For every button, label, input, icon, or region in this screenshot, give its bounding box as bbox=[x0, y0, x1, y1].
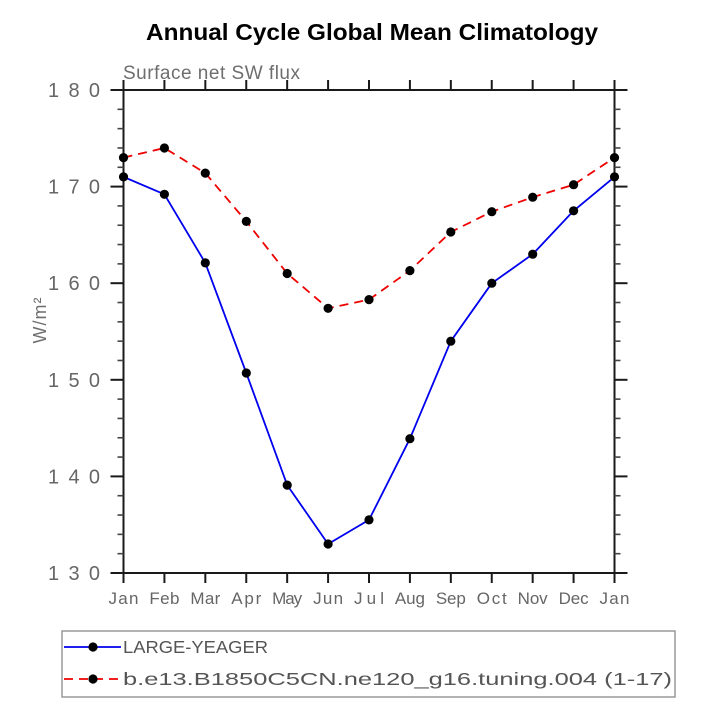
series-1-marker bbox=[609, 153, 620, 163]
legend-entry-large-yeager: LARGE-YEAGER bbox=[64, 637, 268, 657]
y-tick-label: 130 bbox=[48, 563, 100, 585]
series-0-marker bbox=[487, 278, 497, 288]
series-1-marker bbox=[118, 153, 129, 163]
x-tick-label: Aug bbox=[395, 589, 425, 608]
x-tick-label: Feb bbox=[149, 589, 179, 608]
series-1-marker bbox=[487, 207, 497, 217]
chart-title: Annual Cycle Global Mean Climatology bbox=[146, 19, 598, 45]
legend-marker-dot-icon bbox=[88, 674, 98, 684]
series-1-marker bbox=[569, 180, 579, 190]
series-0-marker bbox=[405, 434, 415, 444]
series-0-line bbox=[123, 176, 616, 545]
legend-entry-tuning-run: b.e13.B1850C5CN.ne120_g16.tuning.004 (1-… bbox=[64, 669, 672, 690]
x-tick-label: Oct bbox=[477, 589, 507, 608]
series-1-marker bbox=[364, 295, 374, 305]
series-1-marker bbox=[528, 192, 538, 202]
series-1-marker bbox=[405, 266, 415, 276]
series-0-marker bbox=[118, 172, 129, 182]
series-0-marker bbox=[241, 368, 251, 378]
legend-box bbox=[61, 630, 676, 698]
x-tick-label: Jul bbox=[354, 589, 384, 608]
legend-label-series-2: b.e13.B1850C5CN.ne120_g16.tuning.004 (1-… bbox=[123, 669, 672, 690]
series-0-marker bbox=[323, 539, 333, 549]
y-tick-label: 140 bbox=[48, 466, 100, 488]
x-tick-label: Sep bbox=[436, 589, 466, 608]
series-0-marker bbox=[609, 172, 620, 182]
axis-tick-labels: Jan Feb Mar Apr May Jun Jul Aug Sep Oct Nov Dec Jan 1… bbox=[48, 80, 630, 608]
series-1-marker bbox=[323, 303, 333, 313]
x-tick-label: Jan bbox=[600, 589, 630, 608]
x-tick-label: Dec bbox=[559, 589, 590, 608]
y-tick-label: 150 bbox=[48, 370, 100, 392]
x-tick-label: Jan bbox=[109, 589, 139, 608]
series-0-marker bbox=[569, 206, 579, 216]
series-0-marker bbox=[446, 336, 456, 346]
series-1-line bbox=[123, 147, 615, 310]
series-1-marker bbox=[446, 227, 456, 237]
series-1-marker bbox=[200, 168, 210, 178]
series-1-marker bbox=[159, 143, 169, 153]
x-tick-label: Mar bbox=[190, 589, 220, 608]
series-0-marker bbox=[282, 480, 292, 490]
series-0-marker bbox=[159, 189, 169, 199]
x-tick-label: Nov bbox=[518, 589, 549, 608]
axis-ticks bbox=[110, 80, 628, 583]
legend-marker-dot-icon bbox=[88, 642, 98, 652]
legend-label-series-1: LARGE-YEAGER bbox=[123, 637, 268, 657]
y-tick-label: 160 bbox=[48, 273, 100, 295]
y-axis-label: W/m² bbox=[30, 297, 50, 344]
y-tick-label: 170 bbox=[48, 177, 100, 199]
x-tick-label: May bbox=[272, 589, 303, 608]
data-series bbox=[118, 143, 620, 549]
plot-frame bbox=[110, 89, 628, 574]
series-1-marker bbox=[241, 216, 251, 226]
legend: LARGE-YEAGER b.e13.B1850C5CN.ne120_g16.t… bbox=[61, 630, 676, 698]
x-tick-label: Apr bbox=[231, 589, 261, 608]
chart-subtitle: Surface net SW flux bbox=[123, 63, 301, 84]
x-tick-label: Jun bbox=[313, 589, 343, 608]
series-1-marker bbox=[282, 268, 292, 279]
series-0-marker bbox=[200, 258, 210, 268]
series-0-marker bbox=[528, 249, 538, 259]
y-tick-label: 180 bbox=[48, 80, 100, 102]
series-0-marker bbox=[364, 515, 374, 525]
